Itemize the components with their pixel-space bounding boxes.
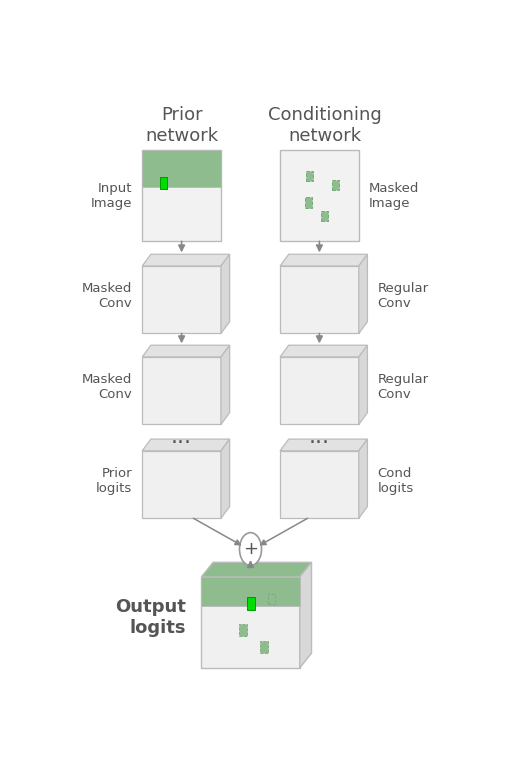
Text: ···: ··· [171,434,192,453]
Polygon shape [201,562,311,577]
Polygon shape [280,345,367,357]
Polygon shape [359,439,367,518]
Polygon shape [359,345,367,424]
Bar [142,150,221,187]
Polygon shape [280,255,367,266]
FancyBboxPatch shape [305,197,312,207]
Polygon shape [142,345,230,357]
Polygon shape [201,577,300,606]
Polygon shape [142,255,230,266]
Text: Masked
Conv: Masked Conv [82,283,133,310]
Text: Regular
Conv: Regular Conv [377,373,428,402]
Bar [261,641,268,653]
Polygon shape [300,562,311,668]
Polygon shape [221,345,230,424]
Bar [280,150,359,242]
Bar [142,150,221,242]
Polygon shape [280,451,359,518]
Polygon shape [201,577,300,668]
Polygon shape [142,357,221,424]
Polygon shape [142,451,221,518]
FancyBboxPatch shape [332,180,339,190]
Text: Conditioning
network: Conditioning network [268,106,382,145]
Polygon shape [142,266,221,334]
Text: Masked
Conv: Masked Conv [82,373,133,402]
Text: Output
logits: Output logits [115,598,185,637]
Text: +: + [243,540,258,558]
Text: Prior
network: Prior network [145,106,218,145]
Polygon shape [359,255,367,334]
Bar [160,178,168,189]
FancyBboxPatch shape [306,171,313,181]
Text: Masked
Image: Masked Image [369,182,419,210]
Polygon shape [280,266,359,334]
Polygon shape [280,439,367,451]
Polygon shape [280,357,359,424]
Text: Prior
logits: Prior logits [96,467,133,495]
FancyBboxPatch shape [322,210,329,221]
Text: Regular
Conv: Regular Conv [377,283,428,310]
Polygon shape [221,255,230,334]
Text: Input
Image: Input Image [91,182,133,210]
Polygon shape [142,439,230,451]
Bar [268,594,275,604]
Circle shape [239,533,262,565]
Bar [239,624,246,636]
Bar [246,597,256,610]
Text: Cond
logits: Cond logits [377,467,414,495]
Text: ···: ··· [309,434,330,453]
Polygon shape [221,439,230,518]
